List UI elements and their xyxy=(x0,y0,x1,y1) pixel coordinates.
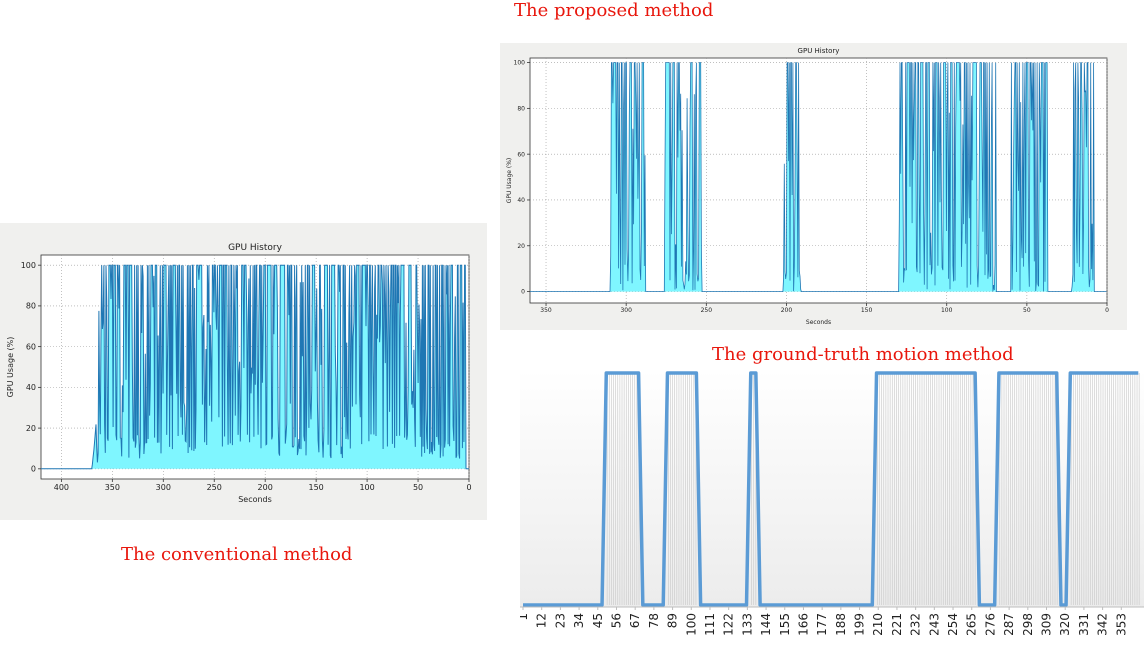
y-tick-label: 0 xyxy=(31,465,36,474)
gpu-usage-line xyxy=(530,62,1107,292)
y-tick-label: 60 xyxy=(26,342,36,351)
x-tick-label: 243 xyxy=(927,613,941,636)
x-tick-label: 300 xyxy=(156,483,171,492)
x-tick-label: 298 xyxy=(1021,613,1035,636)
x-tick-label: 155 xyxy=(778,613,792,636)
x-tick-label: 166 xyxy=(796,613,810,636)
x-tick-label: 300 xyxy=(620,307,632,314)
x-tick-label: 254 xyxy=(946,613,960,636)
y-tick-label: 20 xyxy=(517,243,525,250)
x-tick-label: 232 xyxy=(909,613,923,636)
x-tick-label: 276 xyxy=(983,613,997,636)
y-axis-label: GPU Usage (%) xyxy=(506,158,513,204)
x-tick-label: 1 xyxy=(520,613,530,621)
x-tick-label: 342 xyxy=(1096,613,1110,636)
y-tick-label: 100 xyxy=(21,261,36,270)
chart-title: GPU History xyxy=(228,243,283,253)
x-tick-label: 250 xyxy=(207,483,222,492)
x-tick-label: 122 xyxy=(722,613,736,636)
y-tick-label: 20 xyxy=(26,424,36,433)
conventional-gpu-chart: 400 350 300 250 200 150 100 50 0 0 20 40 60 80 100 GPU … xyxy=(6,243,472,504)
gpu-usage-line xyxy=(41,264,469,470)
x-tick-label: 150 xyxy=(861,307,873,314)
y-tick-label: 40 xyxy=(517,197,525,204)
x-tick-label: 67 xyxy=(628,613,642,628)
x-tick-label: 400 xyxy=(54,483,69,492)
x-tick-label: 45 xyxy=(591,613,605,628)
proposed-gpu-chart: 350 300 250 200 150 100 50 0 0 20 40 60 80 100 GPU His… xyxy=(506,47,1109,326)
x-tick-label: 50 xyxy=(413,483,423,492)
x-tick-label: 78 xyxy=(647,613,661,628)
x-tick-label: 0 xyxy=(466,483,471,492)
y-tick-label: 40 xyxy=(26,383,36,392)
y-tick-label: 80 xyxy=(26,302,36,311)
x-tick-label: 12 xyxy=(535,613,549,628)
y-tick-label: 80 xyxy=(517,105,525,112)
x-tick-label: 320 xyxy=(1058,613,1072,636)
x-tick-label: 200 xyxy=(258,483,273,492)
caption-ground-truth: The ground-truth motion method xyxy=(712,344,1014,365)
x-tick-label: 353 xyxy=(1114,613,1128,636)
x-tick-label: 177 xyxy=(815,613,829,636)
x-tick-label: 56 xyxy=(609,613,623,628)
x-tick-label: 50 xyxy=(1023,307,1031,314)
x-tick-label: 350 xyxy=(105,483,120,492)
x-tick-label: 23 xyxy=(553,613,567,628)
y-tick-label: 100 xyxy=(514,60,526,67)
x-tick-label: 133 xyxy=(740,613,754,636)
ground-truth-motion-chart: 1 12 23 34 45 56 67 78 89 100 111 122 133 144 155 166 17… xyxy=(516,370,1144,636)
x-tick-label: 100 xyxy=(941,307,953,314)
motion-line xyxy=(523,371,1139,607)
x-tick-label: 188 xyxy=(834,613,848,636)
caption-proposed: The proposed method xyxy=(514,0,714,21)
x-tick-label: 265 xyxy=(965,613,979,636)
x-tick-label: 221 xyxy=(890,613,904,636)
x-tick-label: 0 xyxy=(1105,307,1109,314)
x-tick-label: 309 xyxy=(1040,613,1054,636)
x-axis-label: Seconds xyxy=(238,495,272,504)
x-tick-label: 100 xyxy=(359,483,374,492)
x-tick-label: 199 xyxy=(853,613,867,636)
y-tick-label: 0 xyxy=(521,289,525,296)
x-tick-label: 200 xyxy=(781,307,793,314)
x-tick-label: 287 xyxy=(1002,613,1016,636)
conventional-chart-panel: 400 350 300 250 200 150 100 50 0 0 20 40 60 80 100 GPU … xyxy=(0,223,487,520)
x-tick-label: 350 xyxy=(540,307,552,314)
x-tick-label: 111 xyxy=(703,613,717,636)
ground-truth-chart-panel: 1 12 23 34 45 56 67 78 89 100 111 122 133 144 155 166 17… xyxy=(516,370,1144,642)
x-tick-label: 89 xyxy=(666,613,680,628)
proposed-chart-panel: 350 300 250 200 150 100 50 0 0 20 40 60 80 100 GPU His… xyxy=(500,43,1127,330)
caption-conventional: The conventional method xyxy=(121,544,353,565)
y-tick-label: 60 xyxy=(517,151,525,158)
x-tick-label: 34 xyxy=(572,613,586,628)
chart-title: GPU History xyxy=(798,47,840,55)
y-axis-label: GPU Usage (%) xyxy=(6,337,15,398)
x-tick-label: 100 xyxy=(684,613,698,636)
x-axis-label: Seconds xyxy=(806,319,831,326)
x-tick-label: 210 xyxy=(871,613,885,636)
x-tick-label: 250 xyxy=(701,307,713,314)
x-tick-label: 150 xyxy=(309,483,324,492)
x-tick-label: 331 xyxy=(1077,613,1091,636)
x-tick-label: 144 xyxy=(759,613,773,636)
